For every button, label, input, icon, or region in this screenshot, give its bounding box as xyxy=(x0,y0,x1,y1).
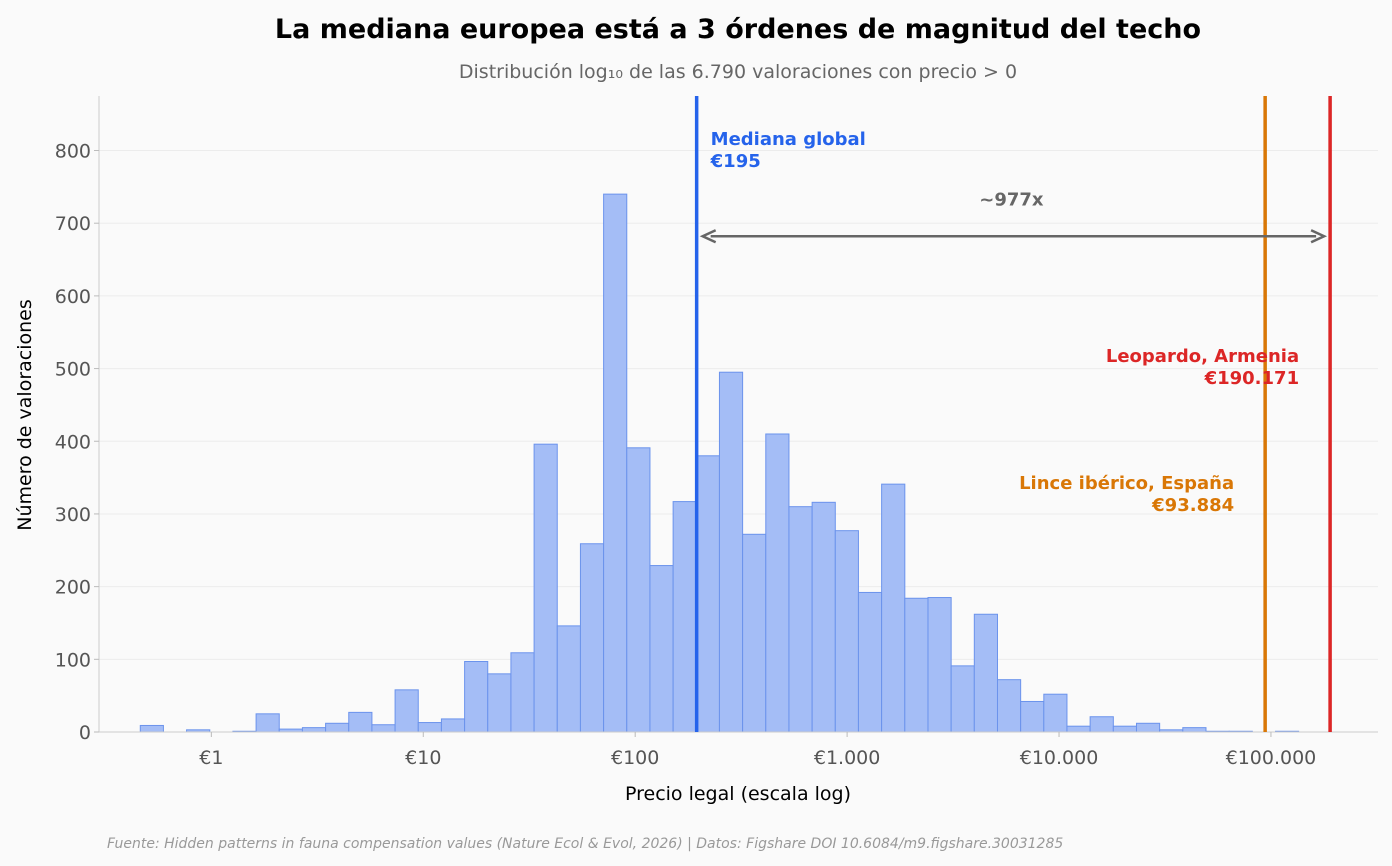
histogram-bar xyxy=(464,660,489,733)
histogram-bar xyxy=(765,433,790,733)
reference-label-value: €195 xyxy=(710,151,761,172)
y-tick-label: 800 xyxy=(55,141,91,163)
y-tick-label: 200 xyxy=(55,577,91,599)
ratio-label: ~977x xyxy=(979,189,1044,210)
reference-lines xyxy=(694,96,1332,732)
histogram-bar xyxy=(788,506,813,733)
histogram-bars xyxy=(139,193,1300,733)
x-tick-label: €10 xyxy=(405,747,441,769)
x-tick-label: €10.000 xyxy=(1020,747,1099,769)
histogram-bar xyxy=(603,193,628,733)
y-tick-label: 400 xyxy=(55,431,91,453)
histogram-bar xyxy=(1182,727,1207,733)
histogram-bar xyxy=(927,597,952,733)
histogram-bar xyxy=(718,371,744,733)
y-tick-label: 100 xyxy=(55,649,91,671)
reference-label-name: Mediana global xyxy=(711,129,866,150)
y-tick-label: 0 xyxy=(79,722,91,744)
histogram-bar xyxy=(371,724,396,733)
histogram-bar xyxy=(950,665,975,733)
reference-label-name: Leopardo, Armenia xyxy=(1106,346,1299,367)
histogram-bar xyxy=(857,591,883,733)
histogram-bar xyxy=(672,501,697,733)
histogram-bar xyxy=(1089,716,1114,733)
histogram-bar xyxy=(417,722,442,733)
y-ticks: 0 100 200 300 400 500 600 700 800 xyxy=(55,141,99,744)
y-tick-label: 500 xyxy=(55,359,91,381)
x-tick-label: €100 xyxy=(611,747,659,769)
x-tick-label: €100.000 xyxy=(1226,747,1317,769)
histogram-bar xyxy=(834,530,859,733)
histogram-bar xyxy=(440,718,466,733)
histogram-bar xyxy=(1066,725,1091,733)
x-tick-label: €1 xyxy=(199,747,223,769)
ratio-annotation: ~977x xyxy=(699,189,1328,244)
y-tick-label: 600 xyxy=(55,286,91,308)
histogram-bar xyxy=(533,443,558,733)
chart-title: La mediana europea está a 3 órdenes de m… xyxy=(275,14,1201,45)
histogram-bar xyxy=(1020,700,1045,733)
ratio-arrow-head-left xyxy=(699,229,717,244)
histogram-bar xyxy=(881,483,906,733)
x-axis-label: Precio legal (escala log) xyxy=(625,783,851,805)
histogram-bar xyxy=(626,447,651,733)
y-tick-label: 700 xyxy=(55,213,91,235)
histogram-bar xyxy=(394,689,419,733)
histogram-bar xyxy=(301,727,327,733)
y-tick-label: 300 xyxy=(55,504,91,526)
ratio-arrow-head-right xyxy=(1310,229,1328,244)
histogram-bar xyxy=(904,597,929,733)
chart-subtitle: Distribución log₁₀ de las 6.790 valoraci… xyxy=(459,61,1017,83)
histogram-bar xyxy=(649,565,674,733)
source-note: Fuente: Hidden patterns in fauna compens… xyxy=(107,836,1063,852)
y-axis-label: Número de valoraciones xyxy=(14,299,36,531)
histogram-bar xyxy=(742,533,767,733)
reference-label-name: Lince ibérico, España xyxy=(1019,473,1234,494)
histogram-bar xyxy=(811,501,836,733)
histogram-bar xyxy=(1112,725,1137,733)
histogram-bar xyxy=(325,722,350,733)
histogram-bar xyxy=(510,652,535,733)
histogram-bar xyxy=(1135,722,1161,733)
reference-label-value: €190.171 xyxy=(1204,368,1300,389)
x-ticks: €1 €10 €100 €1.000 €10.000 €100.000 xyxy=(199,732,1316,769)
histogram-bar xyxy=(579,543,605,733)
histogram-bar xyxy=(487,673,512,733)
histogram-bar xyxy=(255,713,280,733)
x-tick-label: €1.000 xyxy=(814,747,880,769)
histogram-bar xyxy=(556,625,581,733)
histogram-bar xyxy=(139,724,164,733)
histogram-bar xyxy=(695,455,720,733)
histogram-bar xyxy=(973,613,998,733)
histogram-bar xyxy=(348,711,373,733)
histogram-bar xyxy=(996,679,1022,733)
reference-label-value: €93.884 xyxy=(1151,495,1234,516)
histogram-bar xyxy=(1043,693,1068,733)
